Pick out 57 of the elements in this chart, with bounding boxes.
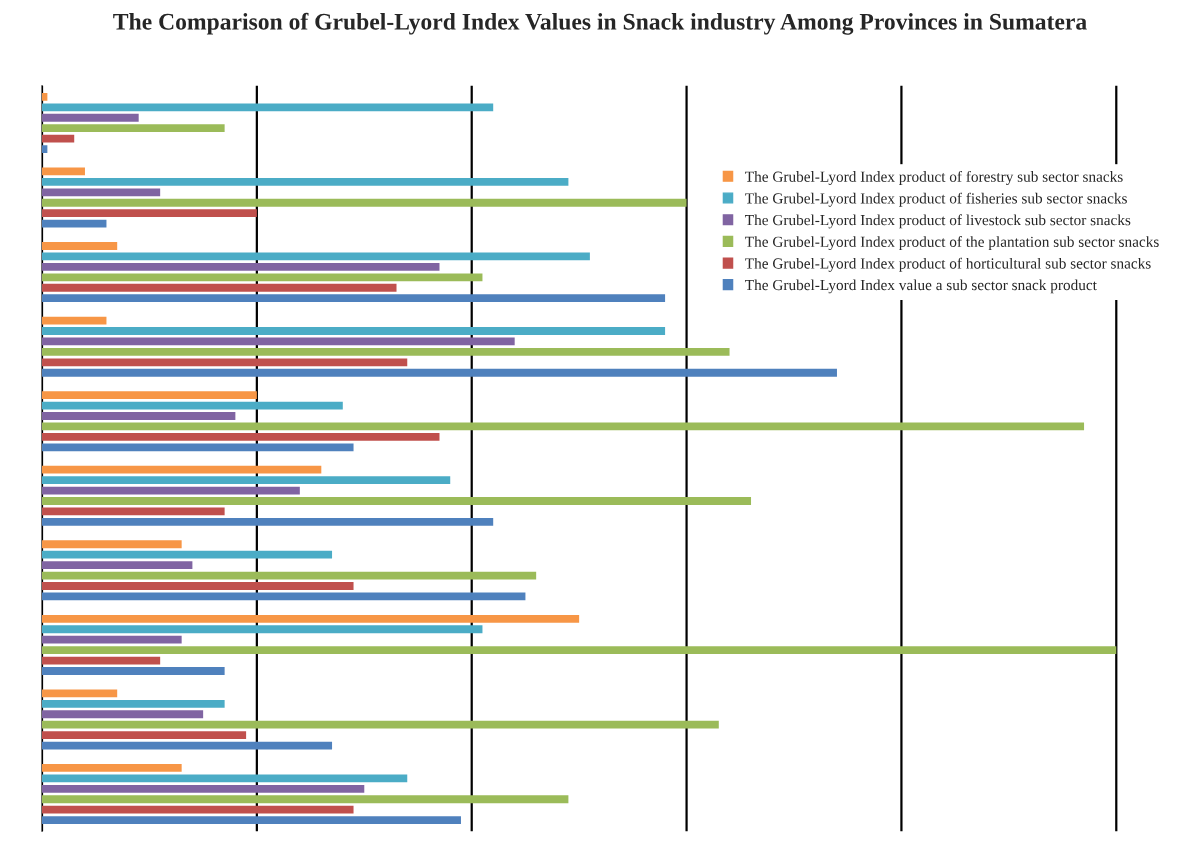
bar: [42, 358, 408, 367]
bar: [42, 635, 182, 644]
bar: [42, 561, 193, 570]
bar: [42, 368, 837, 377]
bar: [42, 517, 494, 526]
bar: [42, 443, 354, 452]
legend-label: The Grubel-Lyord Index product of the plantation sub sector snacks: [745, 236, 1159, 251]
bar: [42, 550, 333, 559]
bar: [42, 209, 257, 218]
bar: [42, 145, 48, 153]
bar: [42, 167, 85, 176]
bar: [42, 92, 48, 101]
bar: [42, 507, 225, 516]
legend-label: The Grubel-Lyord Index product of fisheries sub sector snacks: [745, 192, 1127, 207]
bar: [42, 614, 580, 623]
bar: [42, 113, 139, 122]
bar: [42, 242, 118, 250]
bar: [42, 497, 752, 505]
bar: [42, 103, 494, 112]
bar: [42, 188, 161, 197]
bar: [42, 198, 687, 207]
bar: [42, 391, 257, 400]
bar: [42, 262, 440, 271]
bar: [42, 699, 225, 708]
bar: [42, 582, 354, 590]
bar: [42, 816, 461, 825]
chart-title: The Comparison of Grubel-Lyord Index Values in Snack industry Among Provinces in Sumatera: [113, 12, 1087, 35]
bar: [42, 667, 225, 675]
bar: [42, 625, 483, 634]
bar: [42, 134, 75, 143]
bar: [42, 774, 408, 783]
bar: [42, 465, 322, 474]
bar: [42, 219, 107, 228]
bar: [42, 731, 247, 740]
bar: [42, 273, 483, 282]
legend-label: The Grubel-Lyord Index value a sub sector snack product: [745, 279, 1097, 294]
bar: [42, 710, 204, 719]
bar: [42, 476, 451, 485]
bar: [42, 764, 182, 772]
bar: [42, 720, 719, 729]
legend-label: The Grubel-Lyord Index product of horticultural sub sector snacks: [745, 257, 1151, 272]
bar: [42, 795, 569, 804]
bar: [42, 327, 666, 335]
legend-label: The Grubel-Lyord Index product of livestock sub sector snacks: [745, 214, 1131, 229]
bar: [42, 784, 365, 793]
bar: [42, 294, 666, 303]
bar: [42, 124, 225, 133]
bar: [42, 177, 569, 186]
bar: [42, 805, 354, 814]
bar: [42, 540, 182, 549]
bar: [42, 347, 730, 356]
legend-label: The Grubel-Lyord Index product of forestry sub sector snacks: [745, 170, 1123, 186]
bar: [42, 432, 440, 441]
bar: [42, 412, 236, 420]
bar: [42, 646, 1117, 655]
bar: [42, 283, 397, 292]
bar: [42, 689, 118, 698]
